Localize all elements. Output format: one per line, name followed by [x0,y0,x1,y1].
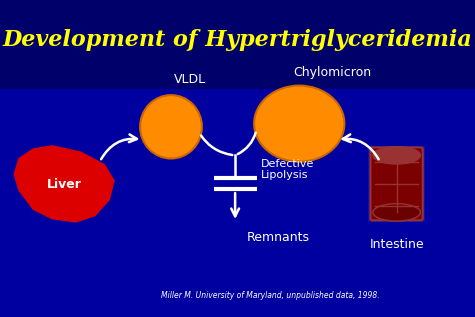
FancyArrowPatch shape [231,193,239,216]
FancyArrowPatch shape [101,134,137,159]
Text: Liver: Liver [47,178,82,191]
Ellipse shape [254,86,344,162]
Text: Development of Hypertriglyceridemia: Development of Hypertriglyceridemia [3,29,472,51]
Text: Remnants: Remnants [247,231,310,244]
Ellipse shape [373,146,420,164]
Bar [0,0,475,89]
Text: Chylomicron: Chylomicron [294,66,371,79]
FancyArrowPatch shape [343,134,379,159]
Polygon shape [14,146,114,222]
FancyBboxPatch shape [370,147,423,220]
Text: Defective
Lipolysis: Defective Lipolysis [261,159,314,180]
Ellipse shape [373,204,420,221]
Text: Intestine: Intestine [370,238,424,251]
Ellipse shape [140,95,202,158]
Text: Miller M. University of Maryland, unpublished data, 1998.: Miller M. University of Maryland, unpubl… [162,291,380,300]
FancyArrowPatch shape [201,135,232,155]
FancyArrowPatch shape [238,133,256,154]
Text: VLDL: VLDL [174,73,206,86]
Bar [368,146,425,222]
